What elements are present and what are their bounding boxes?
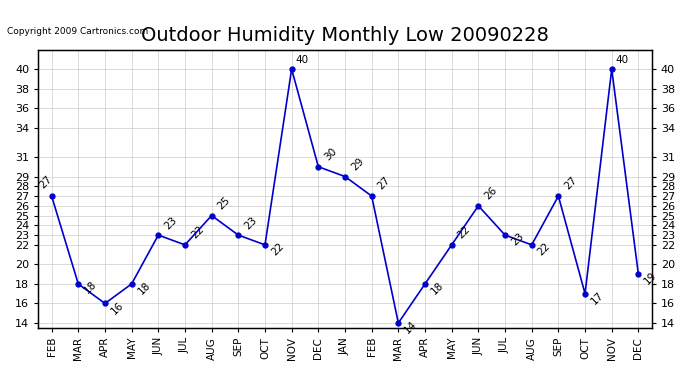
Text: 22: 22: [536, 241, 552, 257]
Text: 23: 23: [162, 214, 179, 231]
Text: 22: 22: [189, 224, 206, 241]
Text: 18: 18: [429, 280, 446, 296]
Text: 22: 22: [456, 224, 472, 241]
Text: 29: 29: [349, 156, 366, 172]
Text: 40: 40: [616, 55, 629, 65]
Text: 18: 18: [136, 280, 152, 296]
Text: Copyright 2009 Cartronics.com: Copyright 2009 Cartronics.com: [7, 27, 148, 36]
Title: Outdoor Humidity Monthly Low 20090228: Outdoor Humidity Monthly Low 20090228: [141, 26, 549, 45]
Text: 23: 23: [242, 214, 259, 231]
Text: 16: 16: [109, 300, 126, 316]
Text: 25: 25: [216, 195, 233, 211]
Text: 23: 23: [509, 231, 526, 248]
Text: 17: 17: [589, 290, 606, 306]
Text: 14: 14: [402, 319, 419, 336]
Text: 27: 27: [38, 174, 54, 190]
Text: 27: 27: [376, 176, 393, 192]
Text: 27: 27: [562, 176, 579, 192]
Text: 19: 19: [642, 270, 659, 286]
Text: 40: 40: [296, 55, 309, 65]
Text: 22: 22: [269, 241, 286, 257]
Text: 18: 18: [82, 279, 99, 295]
Text: 26: 26: [482, 185, 499, 202]
Text: 30: 30: [322, 146, 339, 163]
